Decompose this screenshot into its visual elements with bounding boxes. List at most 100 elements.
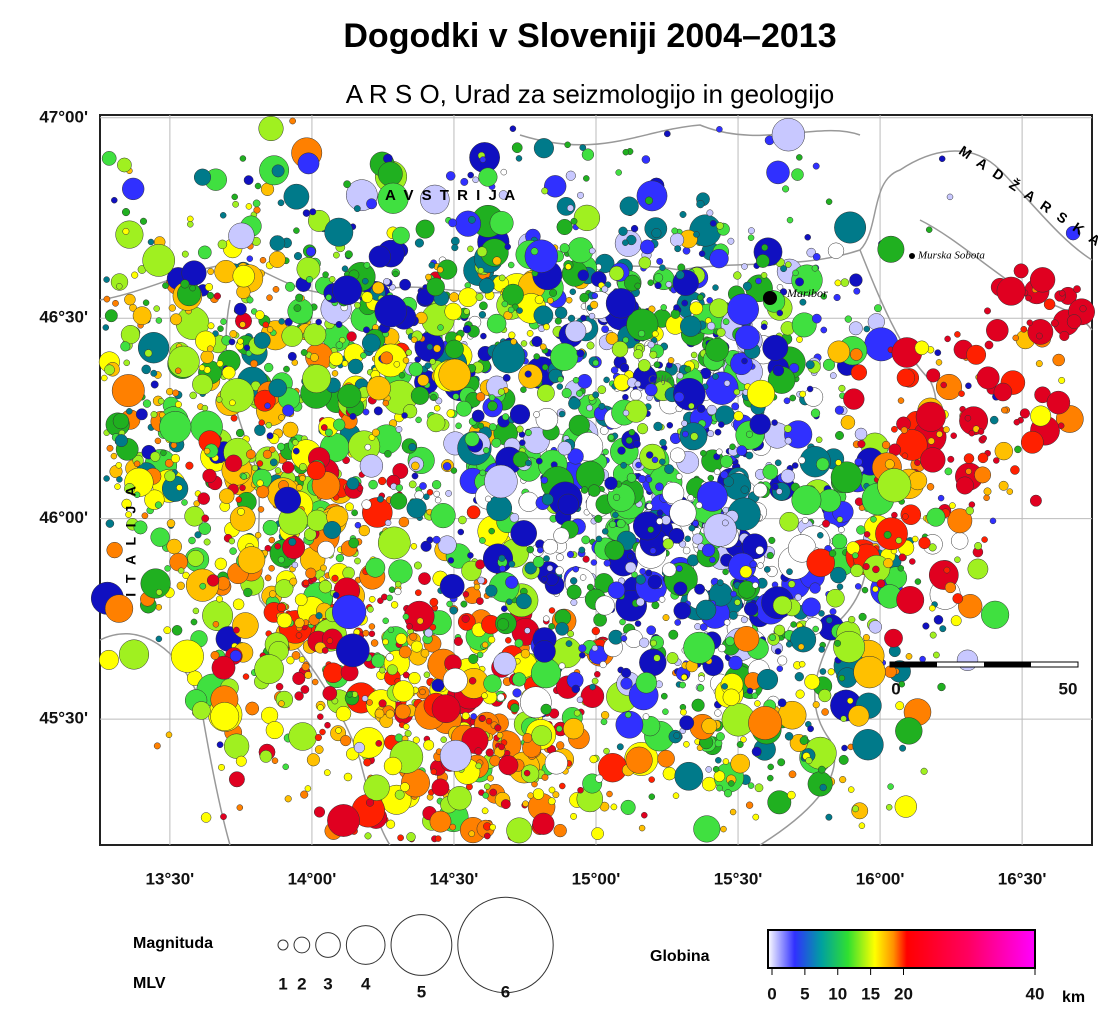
event-marker	[253, 331, 271, 349]
event-marker	[898, 553, 907, 562]
event-marker	[232, 265, 255, 288]
event-marker	[745, 451, 754, 460]
event-marker	[288, 722, 317, 751]
event-marker	[639, 648, 667, 677]
event-marker	[620, 799, 636, 815]
event-marker	[371, 428, 380, 437]
event-marker	[458, 515, 467, 525]
event-marker	[163, 626, 172, 635]
event-marker	[830, 461, 863, 494]
event-marker	[734, 599, 741, 606]
event-marker	[362, 277, 369, 285]
event-marker	[432, 535, 441, 544]
event-marker	[812, 253, 821, 261]
event-marker	[194, 531, 202, 539]
event-marker	[592, 391, 600, 399]
scale-label: 0	[891, 679, 900, 698]
event-marker	[170, 313, 182, 326]
legend-title: Globina	[650, 948, 710, 965]
event-marker	[232, 612, 259, 639]
event-marker	[805, 757, 813, 765]
event-marker	[693, 231, 700, 238]
event-marker	[656, 509, 664, 517]
event-marker	[484, 464, 518, 499]
event-marker	[169, 552, 188, 572]
country-label: A V S T R I J A	[385, 187, 517, 204]
event-marker	[224, 454, 243, 472]
event-marker	[965, 468, 972, 475]
event-marker	[885, 804, 893, 811]
event-marker	[320, 424, 328, 431]
event-marker	[98, 649, 119, 670]
event-marker	[714, 709, 722, 717]
event-marker	[503, 310, 513, 320]
event-marker	[288, 537, 297, 546]
event-marker	[541, 187, 549, 195]
event-marker	[341, 265, 349, 272]
event-marker	[353, 205, 361, 213]
event-marker	[741, 263, 748, 270]
event-marker	[314, 733, 322, 742]
event-marker	[751, 692, 759, 700]
event-marker	[124, 293, 136, 306]
event-marker	[436, 266, 444, 274]
event-marker	[254, 654, 284, 684]
event-marker	[687, 494, 694, 502]
event-marker	[415, 416, 422, 424]
event-marker	[438, 358, 471, 392]
event-marker	[557, 441, 572, 456]
event-marker	[533, 138, 554, 159]
x-tick-label: 16°30'	[998, 869, 1047, 888]
event-marker	[218, 763, 225, 771]
event-marker	[385, 653, 394, 662]
event-marker	[253, 206, 261, 214]
event-marker	[701, 718, 718, 735]
event-marker	[272, 286, 280, 293]
event-marker	[451, 244, 459, 252]
event-marker	[371, 653, 386, 668]
event-marker	[825, 616, 833, 624]
event-marker	[266, 432, 274, 440]
event-marker	[446, 409, 456, 418]
event-marker	[594, 595, 615, 616]
event-marker	[799, 736, 809, 745]
event-marker	[760, 323, 768, 331]
event-marker	[589, 247, 596, 255]
event-marker	[639, 637, 650, 648]
event-marker	[264, 574, 272, 582]
event-marker	[401, 412, 408, 419]
event-marker	[298, 463, 307, 471]
event-marker	[556, 383, 564, 390]
event-marker	[817, 488, 842, 513]
magnitude-label: 3	[323, 974, 332, 993]
event-marker	[231, 193, 238, 201]
event-marker	[580, 486, 589, 494]
event-marker	[815, 436, 823, 444]
event-marker	[943, 426, 950, 433]
event-marker	[920, 447, 946, 473]
event-marker	[1029, 267, 1056, 293]
event-marker	[430, 768, 438, 776]
event-marker	[468, 677, 477, 685]
event-marker	[968, 429, 976, 437]
event-marker	[712, 373, 719, 380]
event-marker	[133, 520, 148, 535]
event-marker	[940, 381, 947, 389]
event-marker	[239, 321, 246, 328]
event-marker	[420, 648, 430, 658]
event-marker	[713, 770, 726, 782]
event-marker	[592, 359, 599, 367]
event-marker	[810, 408, 821, 418]
event-marker	[881, 440, 891, 450]
event-marker	[501, 300, 509, 308]
event-marker	[594, 671, 601, 678]
event-marker	[937, 494, 945, 502]
event-marker	[309, 208, 317, 216]
event-marker	[838, 384, 846, 392]
event-marker	[946, 193, 954, 201]
event-marker	[706, 404, 717, 416]
event-marker	[799, 298, 807, 306]
event-marker	[162, 282, 169, 289]
event-marker	[787, 580, 796, 588]
event-marker	[368, 630, 376, 638]
